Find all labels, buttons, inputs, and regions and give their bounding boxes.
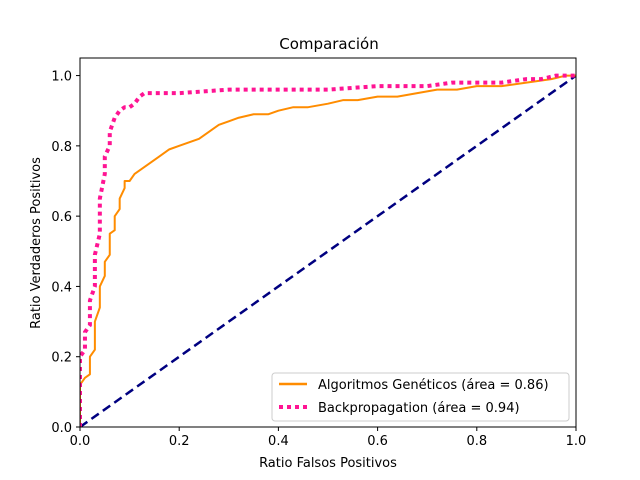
x-tick-label: 1.0 [566, 434, 587, 449]
y-axis-label: Ratio Verdaderos Positivos [29, 157, 44, 329]
chart-title: Comparación [279, 35, 378, 53]
legend: Algoritmos Genéticos (área = 0.86) Backp… [271, 372, 570, 422]
y-tick-label: 0.0 [51, 421, 72, 436]
legend-label-backpropagation: Backpropagation (área = 0.94) [318, 401, 520, 416]
y-tick-label: 0.6 [51, 210, 72, 225]
series-line-algoritmos-geneticos [80, 74, 576, 427]
x-tick-label: 0.8 [466, 434, 487, 449]
legend-label-algoritmos-geneticos: Algoritmos Genéticos (área = 0.86) [318, 378, 549, 393]
x-axis: 0.0 0.2 0.4 0.6 0.8 1.0 [70, 427, 587, 449]
series-layer [80, 73, 576, 427]
legend-box [271, 372, 570, 422]
y-tick-label: 0.8 [51, 140, 72, 155]
y-axis: 0.0 0.2 0.4 0.6 0.8 1.0 [51, 70, 80, 436]
x-tick-label: 0.0 [70, 434, 91, 449]
y-tick-label: 1.0 [51, 70, 72, 85]
x-tick-label: 0.6 [367, 434, 388, 449]
y-tick-label: 0.4 [51, 280, 72, 295]
y-tick-label: 0.2 [51, 351, 72, 366]
x-axis-label: Ratio Falsos Positivos [259, 456, 397, 471]
x-tick-label: 0.2 [169, 434, 190, 449]
series-line-random-baseline [80, 74, 576, 427]
x-tick-label: 0.4 [268, 434, 289, 449]
series-line-backpropagation [80, 73, 576, 427]
plot-frame [79, 57, 577, 428]
